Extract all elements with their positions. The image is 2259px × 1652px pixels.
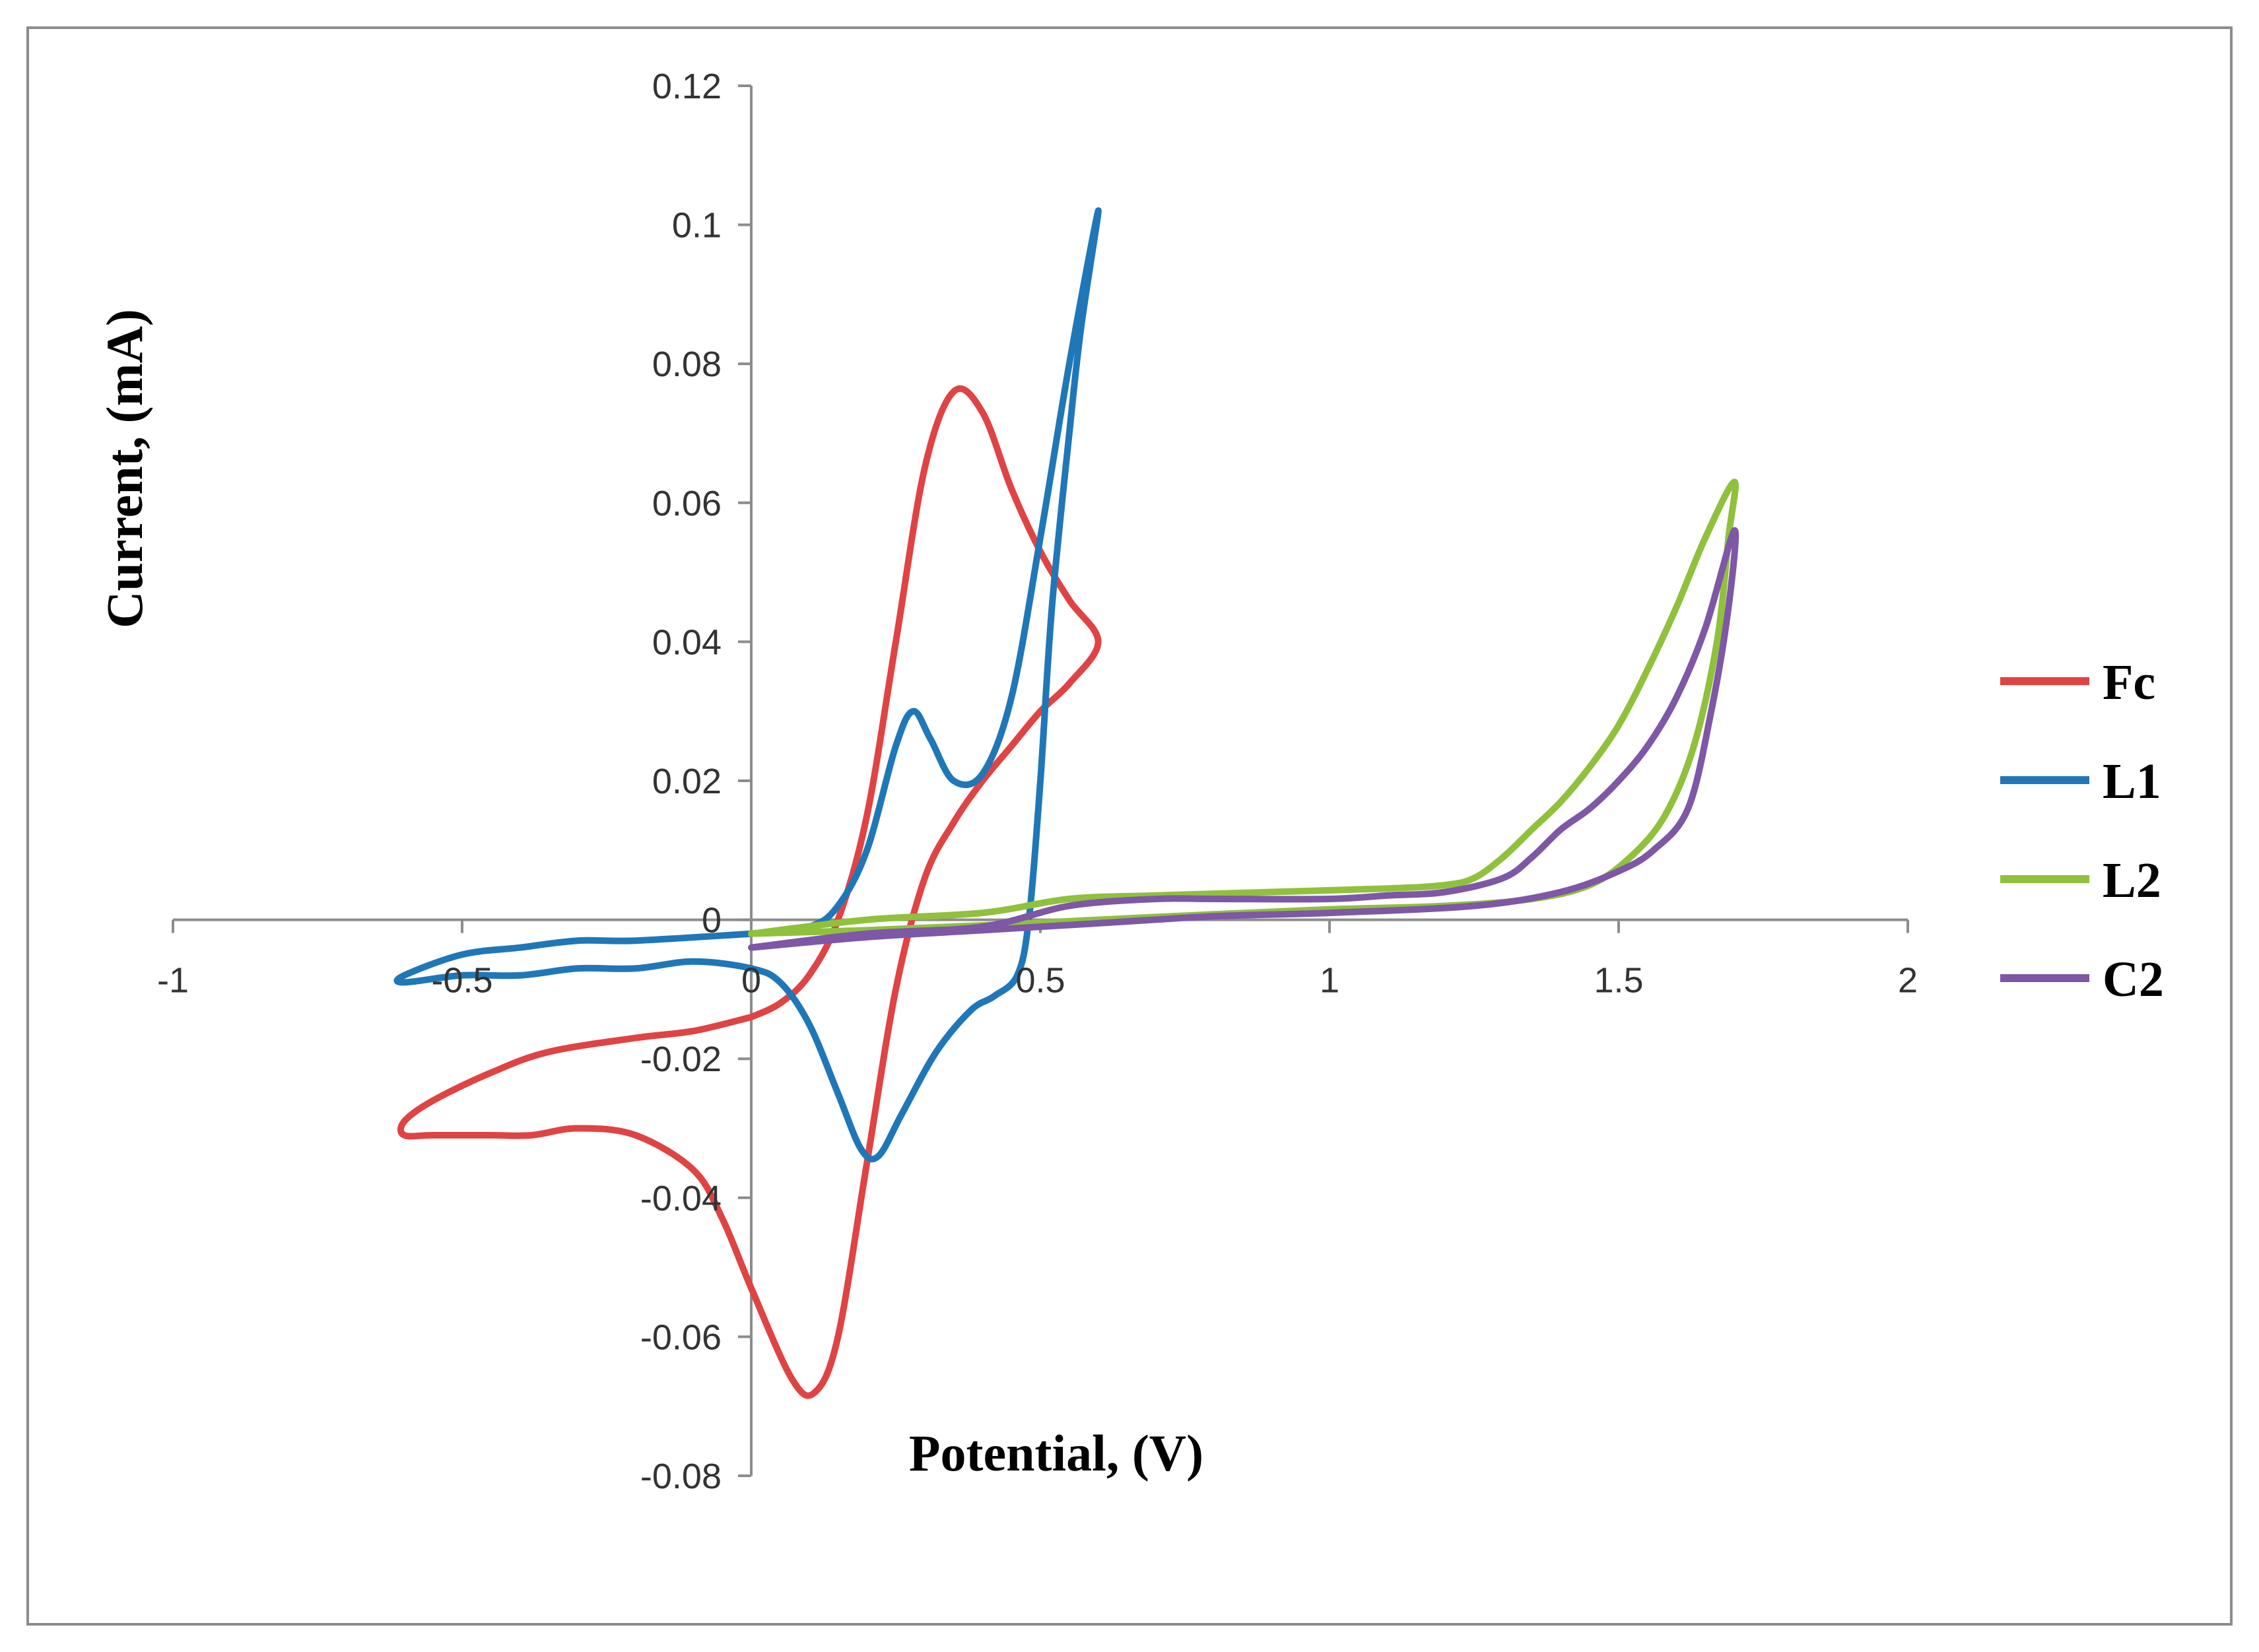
- legend-label-fc: Fc: [2103, 655, 2155, 710]
- x-tick-label: -0.5: [431, 961, 492, 1001]
- y-tick-label: -0.02: [640, 1040, 722, 1079]
- legend: Fc L1 L2 C2: [2000, 655, 2164, 1007]
- series-line-c2: [748, 527, 1739, 951]
- x-tick-label: 0.5: [1015, 961, 1065, 1001]
- y-tick-label: 0.08: [652, 345, 722, 384]
- chart-frame: [26, 26, 2233, 1626]
- legend-label-c2: C2: [2103, 952, 2164, 1007]
- y-axis-title: Current, (mA): [96, 309, 153, 628]
- legend-label-l2: L2: [2103, 853, 2161, 908]
- x-tick-label: 0: [741, 961, 761, 1001]
- x-tick-label: 2: [1898, 961, 1918, 1001]
- y-tick-label: -0.08: [640, 1457, 722, 1496]
- tick-labels: -1 -0.5 0 0.5 1 1.5 20.120.10.080.060.040.020-…: [157, 67, 1918, 1496]
- x-tick-label: 1.5: [1594, 961, 1643, 1001]
- series-lines: [393, 207, 1739, 1399]
- y-tick-label: 0.06: [652, 484, 722, 523]
- y-tick-label: 0.04: [652, 622, 722, 662]
- series-line-l1: [393, 207, 1102, 1163]
- series-line-l2: [748, 479, 1739, 937]
- legend-label-l1: L1: [2103, 754, 2161, 809]
- y-tick-label: -0.04: [640, 1179, 722, 1218]
- y-tick-label: 0: [702, 901, 722, 941]
- series-line-fc: [397, 385, 1102, 1399]
- x-tick-label: -1: [157, 961, 189, 1001]
- x-axis-title: Potential, (V): [909, 1424, 1203, 1482]
- y-tick-label: 0.12: [652, 67, 722, 106]
- y-tick-label: 0.02: [652, 762, 722, 801]
- y-tick-label: -0.06: [640, 1317, 722, 1357]
- x-tick-label: 1: [1320, 961, 1339, 1001]
- y-tick-label: 0.1: [672, 206, 722, 246]
